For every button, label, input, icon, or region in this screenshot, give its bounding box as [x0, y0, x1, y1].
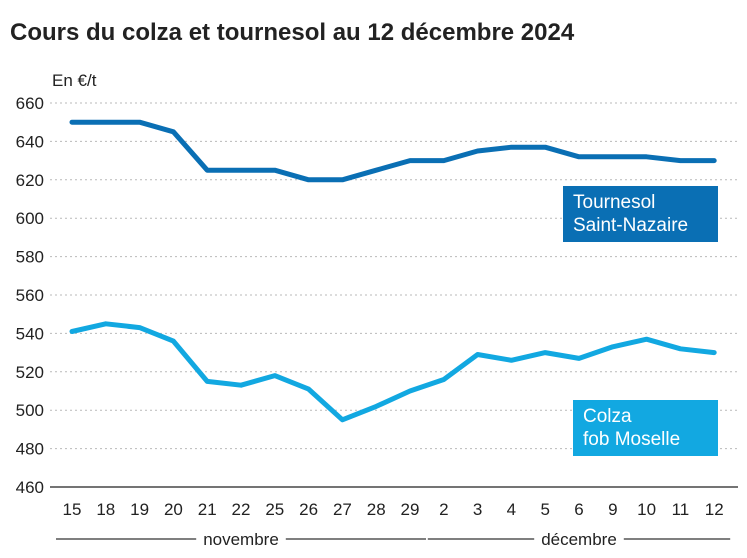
month-labels: novembre décembre	[56, 530, 731, 549]
series-line	[69, 321, 717, 423]
month-group: décembre	[427, 530, 731, 549]
x-tick-label: 3	[473, 500, 482, 519]
gridlines	[50, 102, 738, 488]
y-tick-label: 620	[16, 171, 44, 190]
series-label-box	[563, 186, 718, 242]
series-labels: Tournesol Saint-Nazaire Colza fob Moselle	[563, 186, 718, 456]
series-label-text: Colza fob Moselle	[583, 406, 680, 450]
y-tick-label: 500	[16, 401, 44, 420]
x-tick-label: 10	[637, 500, 656, 519]
x-tick-label: 22	[232, 500, 251, 519]
y-tick-label: 600	[16, 209, 44, 228]
month-label: décembre	[541, 530, 617, 549]
x-tick-label: 4	[507, 500, 516, 519]
x-tick-label: 6	[574, 500, 583, 519]
x-tick-label: 11	[672, 500, 690, 519]
x-tick-label: 28	[367, 500, 386, 519]
y-tick-label: 580	[16, 248, 44, 267]
x-tick-label: 25	[265, 500, 284, 519]
y-tick-label: 480	[16, 440, 44, 459]
y-tick-label: 660	[16, 94, 44, 113]
x-tick-label: 15	[63, 500, 82, 519]
chart-title: Cours du colza et tournesol au 12 décemb…	[10, 19, 575, 46]
y-tick-label: 540	[16, 324, 44, 343]
x-tick-label: 20	[164, 500, 183, 519]
series-label: Colza fob Moselle	[573, 400, 718, 456]
y-tick-labels: 460 480 500 520 540 560 580 600 620 640 660	[16, 94, 44, 497]
x-tick-label: 21	[198, 500, 217, 519]
series-lines	[69, 119, 717, 423]
x-tick-label: 5	[540, 500, 549, 519]
series-line	[69, 119, 717, 183]
y-tick-label: 520	[16, 363, 44, 382]
x-tick-label: 29	[401, 500, 420, 519]
series-label-box	[573, 400, 718, 456]
month-group: novembre	[56, 530, 426, 549]
y-tick-label: 460	[16, 478, 44, 497]
y-tick-label: 640	[16, 132, 44, 151]
x-tick-label: 18	[96, 500, 115, 519]
y-tick-label: 560	[16, 286, 44, 305]
month-label: novembre	[203, 530, 279, 549]
y-axis-unit: En €/t	[52, 71, 97, 90]
x-tick-label: 26	[299, 500, 318, 519]
x-tick-label: 9	[608, 500, 617, 519]
x-tick-label: 19	[130, 500, 149, 519]
series-label: Tournesol Saint-Nazaire	[563, 186, 718, 242]
x-tick-labels: 15 18 19 20 21 22 25 26 27 28 29 2 3 4 5 6 9 10 11 12	[63, 500, 724, 519]
series-label-text: Tournesol Saint-Nazaire	[573, 192, 688, 236]
x-tick-label: 12	[705, 500, 724, 519]
x-tick-label: 2	[439, 500, 448, 519]
x-tick-label: 27	[333, 500, 352, 519]
